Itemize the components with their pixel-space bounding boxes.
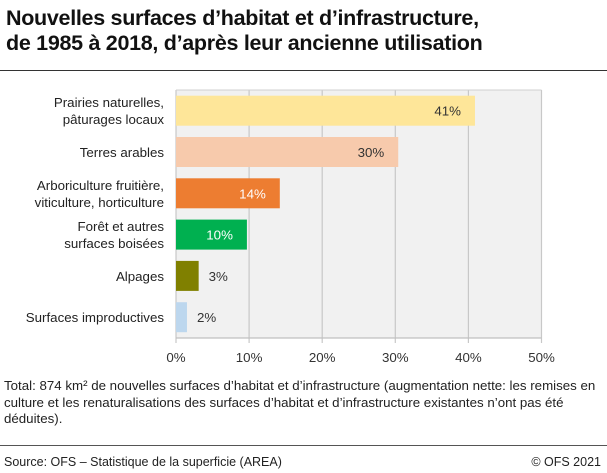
x-tick-label: 0%: [166, 350, 185, 365]
category-label: viticulture, horticulture: [35, 195, 164, 210]
x-tick-label: 20%: [309, 350, 336, 365]
data-label: 30%: [358, 145, 385, 160]
category-label: Arboriculture fruitière,: [37, 178, 164, 193]
data-label: 3%: [209, 269, 228, 284]
footer-divider: [0, 445, 607, 446]
data-label: 10%: [206, 228, 233, 243]
bar: [176, 302, 187, 333]
category-label: Prairies naturelles,: [54, 95, 164, 110]
category-label: pâturages locaux: [63, 112, 165, 127]
x-tick-label: 10%: [236, 350, 263, 365]
bar: [176, 178, 280, 209]
x-tick-label: 30%: [382, 350, 409, 365]
title-line-2: de 1985 à 2018, d’après leur ancienne ut…: [6, 31, 483, 55]
copyright-text: © OFS 2021: [531, 455, 601, 469]
category-label: Forêt et autres: [78, 219, 165, 234]
data-label: 14%: [239, 186, 266, 201]
data-label: 41%: [434, 104, 461, 119]
chart-note: Total: 874 km² de nouvelles surfaces d’h…: [4, 378, 596, 426]
source-text: Source: OFS – Statistique de la superfic…: [4, 455, 282, 469]
bar: [176, 137, 399, 167]
bar: [176, 219, 247, 250]
bar: [176, 95, 475, 126]
title-line-1: Nouvelles surfaces d’habitat et d’infras…: [6, 6, 479, 30]
category-label: Alpages: [116, 269, 164, 284]
title-divider: [0, 70, 607, 71]
x-tick-label: 50%: [528, 350, 555, 365]
x-tick-label: 40%: [455, 350, 482, 365]
data-label: 2%: [197, 310, 216, 325]
plot-background: [176, 90, 542, 338]
chart-title: Nouvelles surfaces d’habitat et d’infras…: [6, 6, 483, 56]
category-label: Surfaces improductives: [26, 310, 165, 325]
bar: [176, 260, 199, 291]
category-label: Terres arables: [80, 145, 165, 160]
category-label: surfaces boisées: [64, 236, 164, 251]
